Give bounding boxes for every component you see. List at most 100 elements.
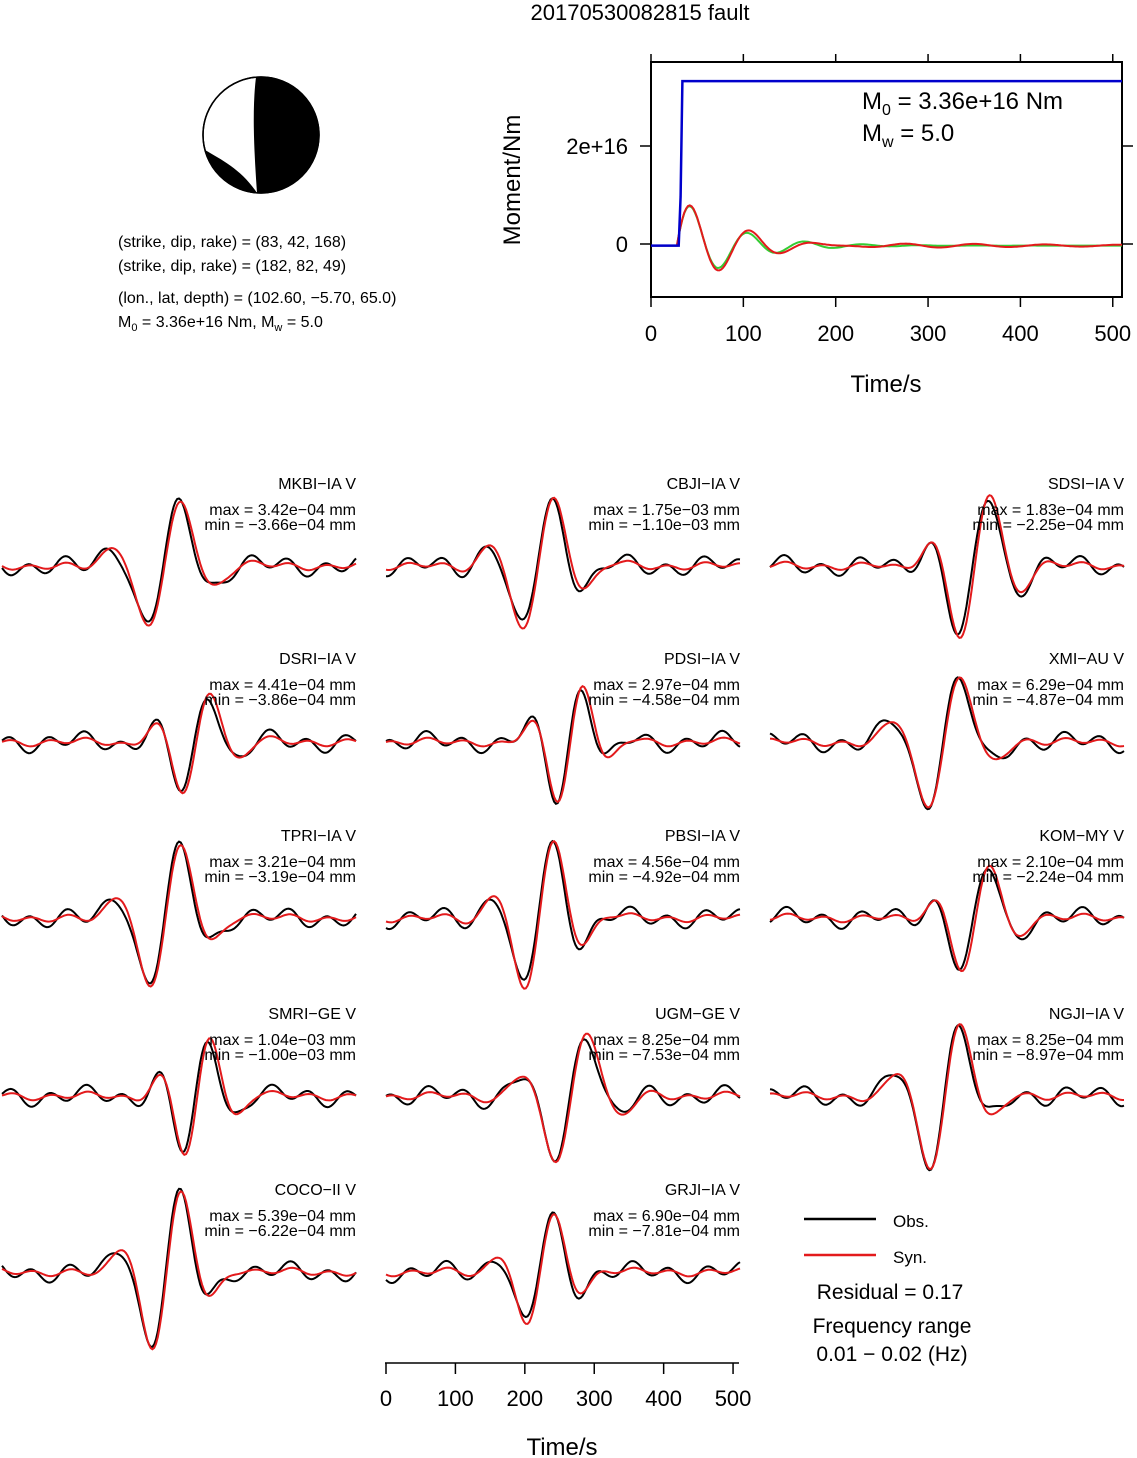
station-max: max = 8.25e−04 mm	[977, 1032, 1124, 1049]
station-max: max = 4.56e−04 mm	[593, 854, 740, 871]
station-name: COCO−II V	[275, 1182, 357, 1199]
station-min: min = −4.87e−04 mm	[972, 692, 1124, 709]
station-name: NGJI−IA V	[1049, 1006, 1124, 1023]
station-min: min = −7.53e−04 mm	[588, 1047, 740, 1064]
station-name: SDSI−IA V	[1048, 476, 1124, 493]
moment-ytick-0: 0	[616, 232, 628, 257]
station-name: TPRI−IA V	[281, 828, 356, 845]
synthetic-trace	[385, 839, 741, 990]
station-min: min = −2.24e−04 mm	[972, 869, 1124, 886]
station-max: max = 1.83e−04 mm	[977, 502, 1124, 519]
station-min: min = −4.58e−04 mm	[588, 692, 740, 709]
station-max: max = 3.21e−04 mm	[209, 854, 356, 871]
synthetic-trace	[385, 684, 741, 804]
station-max: max = 6.29e−04 mm	[977, 677, 1124, 694]
residual-label: Residual = 0.17	[817, 1281, 964, 1304]
moment-plot-frame	[650, 61, 1123, 298]
mechanism-text: (strike, dip, rake) = (83, 42, 168) (str…	[118, 234, 396, 334]
station-min: min = −8.97e−04 mm	[972, 1047, 1124, 1064]
station-min: min = −3.66e−04 mm	[204, 517, 356, 534]
station-min: min = −1.10e−03 mm	[588, 517, 740, 534]
station-name: XMI−AU V	[1049, 651, 1124, 668]
station-name: SMRI−GE V	[268, 1006, 356, 1023]
station-min: min = −4.92e−04 mm	[588, 869, 740, 886]
legend-obs-label: Obs.	[893, 1212, 929, 1231]
station-min: min = −7.81e−04 mm	[588, 1223, 740, 1240]
station-min: min = −3.19e−04 mm	[204, 869, 356, 886]
mechanism-line-3: (lon., lat, depth) = (102.60, −5.70, 65.…	[118, 290, 396, 307]
station-max: max = 8.25e−04 mm	[593, 1032, 740, 1049]
mechanism-line-4: M0 = 3.36e+16 Nm, Mw = 5.0	[118, 314, 323, 334]
waveform-xtick-1: 100	[437, 1386, 474, 1411]
station-max: max = 1.04e−03 mm	[209, 1032, 356, 1049]
station-name: PDSI−IA V	[664, 651, 740, 668]
stf-green-line	[651, 205, 1122, 270]
observed-trace	[769, 1024, 1125, 1172]
waveform-time-axis: 0 100 200 300 400 500 Time/s	[380, 1362, 752, 1458]
station-max: max = 6.90e−04 mm	[593, 1208, 740, 1225]
waveform-xtick-3: 300	[576, 1386, 613, 1411]
station-max: max = 2.97e−04 mm	[593, 677, 740, 694]
moment-x-label: Time/s	[850, 371, 921, 398]
moment-xtick-2: 200	[817, 321, 854, 346]
station-max: max = 3.42e−04 mm	[209, 502, 356, 519]
moment-xtick-5: 500	[1094, 321, 1131, 346]
station-name: KOM−MY V	[1039, 828, 1124, 845]
station-name: MKBI−IA V	[278, 476, 356, 493]
frequency-range-label: Frequency range	[813, 1315, 972, 1338]
station-max: max = 1.75e−03 mm	[593, 502, 740, 519]
observed-trace	[385, 839, 741, 981]
waveform-xtick-0: 0	[380, 1386, 392, 1411]
synthetic-trace	[385, 1213, 741, 1325]
moment-y-label: Moment/Nm	[499, 115, 526, 246]
moment-xtick-1: 100	[725, 321, 762, 346]
beachball	[202, 76, 320, 194]
moment-mw-label: Mw = 5.0	[862, 120, 954, 151]
station-max: max = 2.10e−04 mm	[977, 854, 1124, 871]
mechanism-line-1: (strike, dip, rake) = (83, 42, 168)	[118, 234, 346, 251]
synthetic-trace	[1, 1037, 357, 1156]
synthetic-trace	[769, 864, 1125, 973]
observed-trace	[385, 1211, 741, 1319]
moment-m0-label: M0 = 3.36e+16 Nm	[862, 88, 1063, 119]
observed-trace	[1, 497, 357, 623]
station-max: max = 4.41e−04 mm	[209, 677, 356, 694]
synthetic-trace	[769, 676, 1125, 809]
synthetic-trace	[385, 1032, 741, 1164]
moment-xtick-4: 400	[1002, 321, 1039, 346]
waveform-x-label: Time/s	[526, 1434, 597, 1458]
synthetic-trace	[769, 1023, 1124, 1170]
legend: Obs. Syn. Residual = 0.17 Frequency rang…	[804, 1212, 971, 1366]
observed-trace	[1, 698, 357, 793]
legend-syn-label: Syn.	[893, 1248, 927, 1267]
moment-x-ticks: 0 100 200 300 400 500	[645, 54, 1131, 346]
synthetic-trace	[1, 843, 357, 988]
station-min: min = −6.22e−04 mm	[204, 1223, 356, 1240]
waveform-xtick-2: 200	[506, 1386, 543, 1411]
moment-xtick-3: 300	[910, 321, 947, 346]
station-min: min = −1.00e−03 mm	[204, 1047, 356, 1064]
waveform-xtick-5: 500	[715, 1386, 752, 1411]
station-name: UGM−GE V	[655, 1006, 740, 1023]
waveform-xtick-4: 400	[645, 1386, 682, 1411]
synthetic-trace	[769, 494, 1125, 640]
station-name: PBSI−IA V	[665, 828, 740, 845]
synthetic-trace	[1, 692, 357, 795]
station-max: max = 5.39e−04 mm	[209, 1208, 356, 1225]
moment-line	[651, 79, 1122, 247]
